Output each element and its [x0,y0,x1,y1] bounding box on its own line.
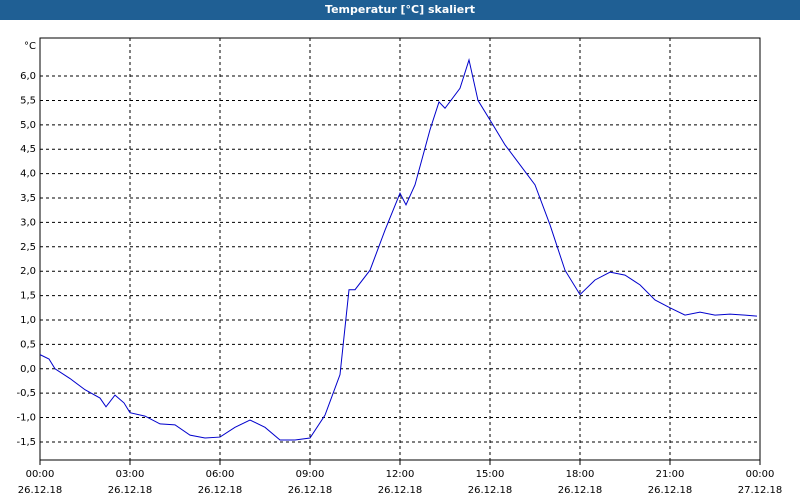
y-tick-label: 6,0 [20,71,36,82]
y-tick-label: 4,0 [20,169,36,180]
y-tick-label: 5,5 [20,95,36,106]
y-tick-label: -1,0 [16,413,36,424]
y-tick-label: 1,0 [20,315,36,326]
y-tick-label: -0,5 [16,388,36,399]
x-tick-label: 09:00 [296,469,325,480]
x-tick-label: 00:00 [746,469,775,480]
x-tick-label: 12:00 [386,469,415,480]
x-tick-date: 26.12.18 [198,485,243,496]
x-tick-label: 15:00 [476,469,505,480]
x-tick-label: 06:00 [206,469,235,480]
x-tick-date: 26.12.18 [108,485,153,496]
y-unit: °C [24,41,36,52]
x-tick-label: 00:00 [26,469,55,480]
y-tick-label: 3,5 [20,193,36,204]
x-tick-label: 03:00 [116,469,145,480]
y-tick-label: 3,0 [20,217,36,228]
x-tick-date: 26.12.18 [468,485,513,496]
chart: °C -1,5 -1,0 -0,5 0,0 0,5 1,0 1,5 2,0 2,5 3,0 3,5 4… [16,37,783,496]
x-tick-date: 26.12.18 [18,485,63,496]
y-tick-label: 1,5 [20,291,36,302]
window-title: Temperatur [°C] skaliert [0,0,800,20]
y-tick-label: 5,0 [20,120,36,131]
y-tick-label: -1,5 [16,437,36,448]
y-tick-label: 2,0 [20,266,36,277]
line-series [39,58,758,441]
y-tick-label: 0,0 [20,364,36,375]
x-tick-date: 26.12.18 [558,485,603,496]
y-tick-label: 4,5 [20,144,36,155]
y-tick-label: 0,5 [20,339,36,350]
x-tick-date: 27.12.18 [738,485,783,496]
x-tick-label: 18:00 [566,469,595,480]
x-tick-label: 21:00 [656,469,685,480]
x-tick-date: 26.12.18 [288,485,333,496]
y-tick-label: 2,5 [20,242,36,253]
x-tick-date: 26.12.18 [648,485,693,496]
x-tick-date: 26.12.18 [378,485,423,496]
